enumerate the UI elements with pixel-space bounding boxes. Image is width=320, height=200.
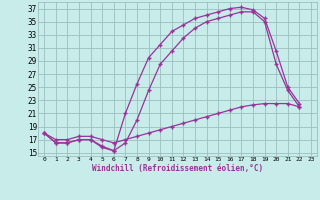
X-axis label: Windchill (Refroidissement éolien,°C): Windchill (Refroidissement éolien,°C) bbox=[92, 164, 263, 173]
